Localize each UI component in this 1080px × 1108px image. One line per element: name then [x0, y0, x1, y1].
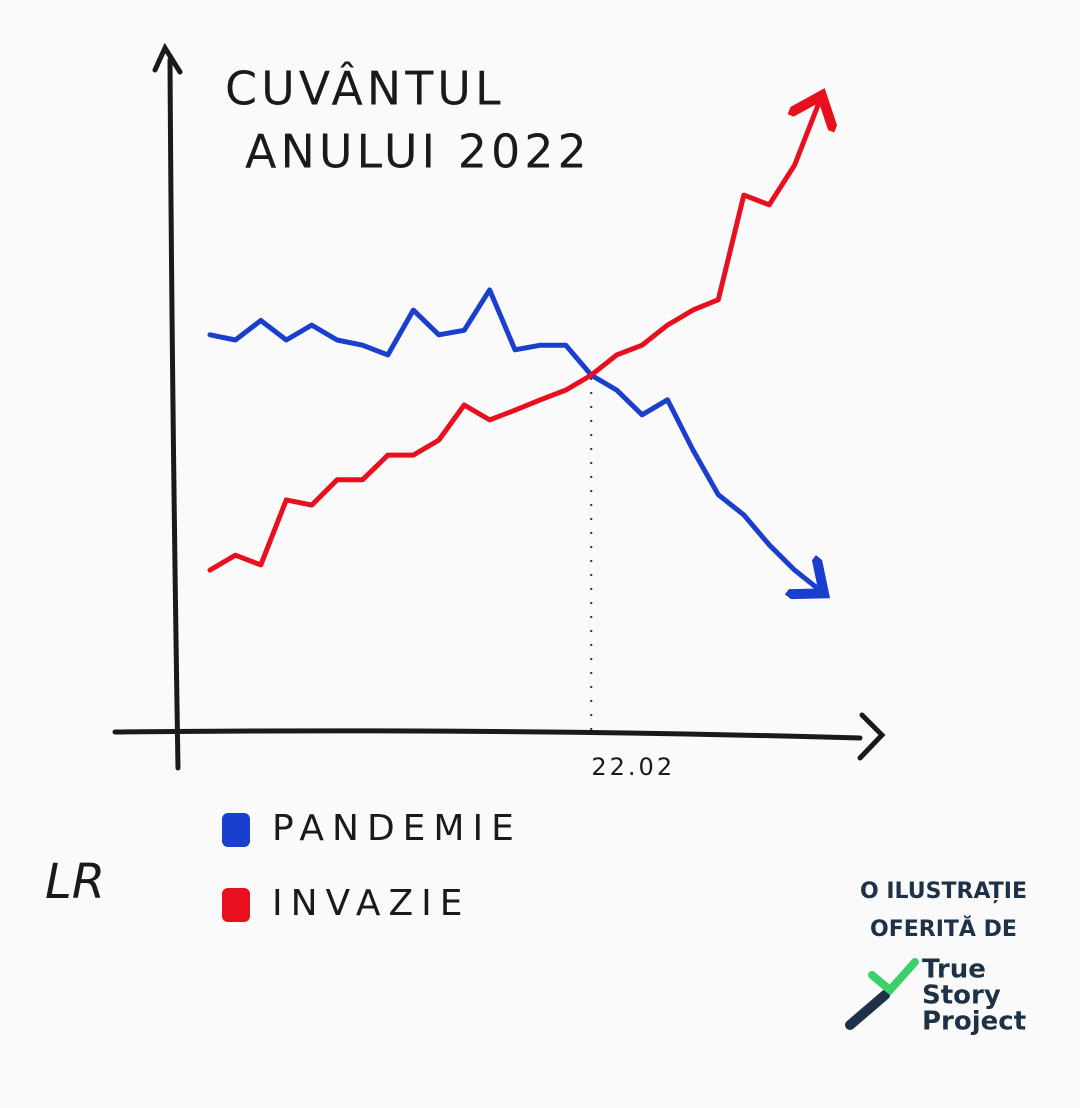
x-axis	[112, 712, 886, 761]
legend-label: PANDEMIE	[272, 808, 522, 849]
chart-title: ANULUI 2022	[245, 125, 591, 179]
logo-check	[868, 958, 919, 996]
logo-text: Project	[922, 1007, 1026, 1037]
data-line	[207, 287, 820, 590]
legend-swatch	[222, 813, 250, 847]
credit: O ILUSTRAȚIE	[860, 879, 1027, 904]
logo-text: True	[922, 955, 986, 985]
logo-text: Story	[922, 981, 1001, 1011]
credit: OFERITĂ DE	[870, 916, 1017, 942]
x-tick-label: 22.02	[591, 753, 675, 781]
y-axis	[152, 42, 183, 771]
legend-label: INVAZIE	[272, 883, 471, 924]
logo-icon	[845, 990, 890, 1030]
data-line	[207, 100, 820, 573]
legend-swatch	[222, 888, 250, 922]
signature: LR	[45, 854, 105, 910]
chart-title: CUVÂNTUL	[225, 62, 505, 116]
